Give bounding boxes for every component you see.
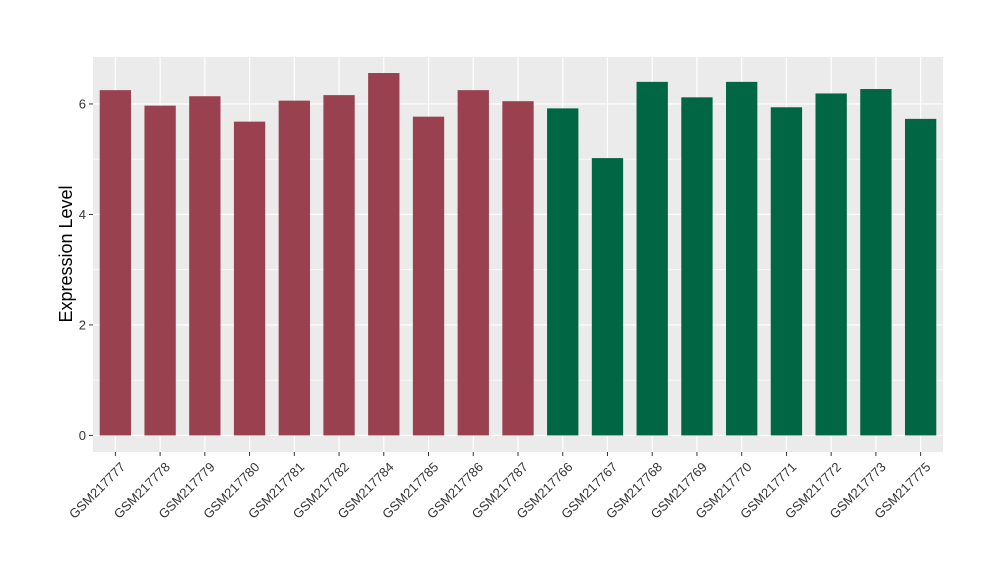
bar-GSM217786: [457, 90, 489, 436]
bar-GSM217784: [368, 73, 400, 436]
y-axis-title: Expression Level: [56, 185, 76, 322]
bar-GSM217769: [681, 97, 713, 436]
y-axis: 0 2 4 6: [79, 96, 93, 443]
y-tick-label: 0: [79, 428, 86, 443]
bar-GSM217778: [144, 105, 176, 436]
bar-GSM217766: [547, 108, 579, 436]
bar-GSM217772: [815, 93, 847, 436]
bar-GSM217773: [860, 89, 892, 436]
x-axis: GSM217777GSM217778GSM217779GSM217780GSM2…: [66, 452, 934, 522]
bar-GSM217770: [726, 81, 758, 436]
bar-GSM217777: [99, 90, 132, 436]
bars-layer: [99, 73, 937, 436]
bar-GSM217787: [502, 101, 534, 436]
y-tick-label: 2: [79, 317, 86, 332]
bar-GSM217782: [323, 95, 355, 436]
bar-GSM217767: [591, 158, 624, 436]
bar-GSM217775: [904, 118, 937, 436]
bar-GSM217779: [189, 96, 221, 436]
bar-GSM217785: [412, 116, 445, 436]
bar-GSM217768: [636, 81, 668, 436]
y-tick-label: 6: [79, 96, 86, 111]
y-tick-label: 4: [79, 207, 86, 222]
bar-GSM217780: [233, 121, 266, 436]
bar-GSM217771: [770, 107, 803, 436]
bar-GSM217781: [278, 100, 310, 436]
